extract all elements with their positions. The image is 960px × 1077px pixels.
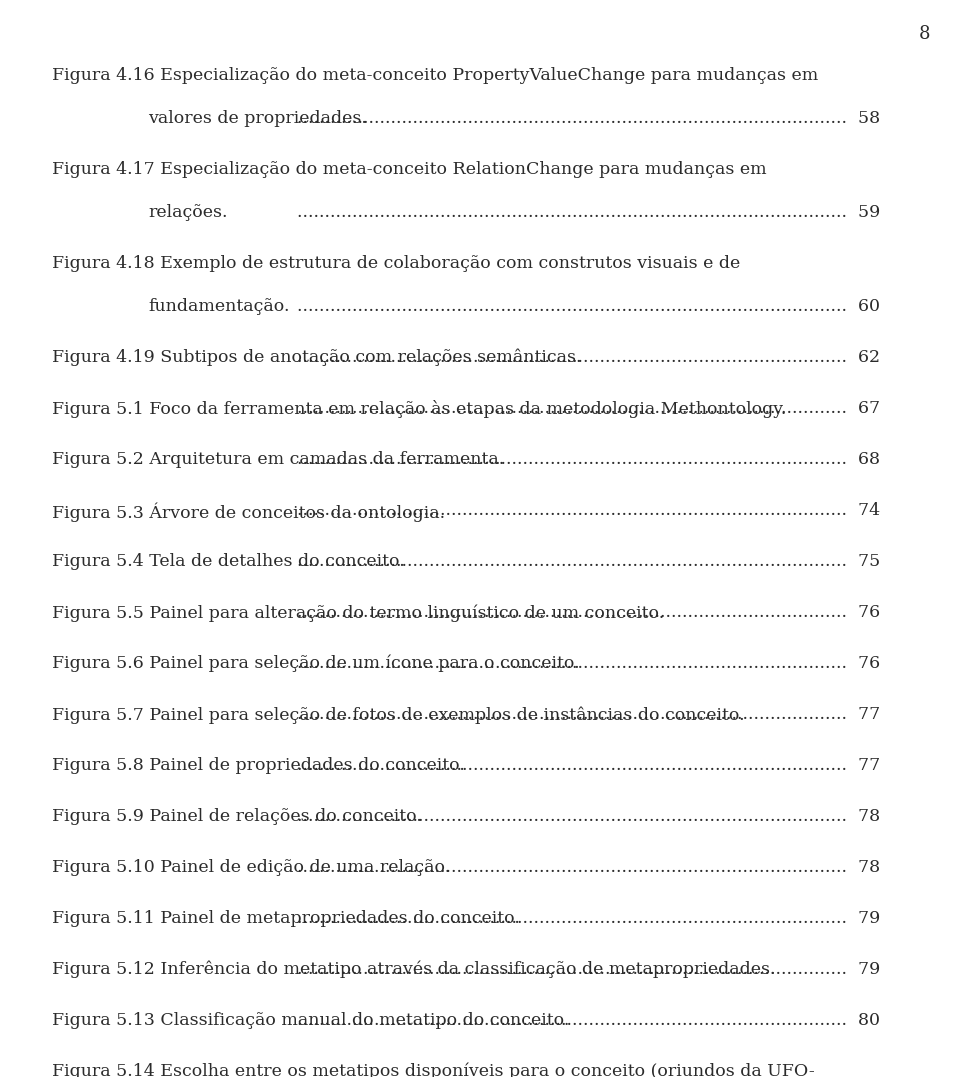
Text: ................................................................................: ........................................…: [297, 553, 880, 570]
Text: ................................................................................: ........................................…: [297, 808, 880, 825]
Text: ................................................................................: ........................................…: [297, 451, 880, 468]
Text: ................................................................................: ........................................…: [297, 204, 880, 221]
Text: fundamentação.: fundamentação.: [148, 298, 290, 314]
Text: valores de propriedades.: valores de propriedades.: [148, 110, 367, 127]
Text: Figura 5.7 Painel para seleção de fotos de exemplos de instâncias do conceito.: Figura 5.7 Painel para seleção de fotos …: [52, 707, 745, 724]
Text: Figura 4.18 Exemplo de estrutura de colaboração com construtos visuais e de: Figura 4.18 Exemplo de estrutura de cola…: [52, 255, 740, 272]
Text: Figura 5.1 Foco da ferramenta em relação às etapas da metodologia Methontology.: Figura 5.1 Foco da ferramenta em relação…: [52, 400, 786, 418]
Text: ................................................................................: ........................................…: [297, 298, 880, 314]
Text: Figura 5.5 Painel para alteração do termo linguístico de um conceito.: Figura 5.5 Painel para alteração do term…: [52, 604, 664, 621]
Text: relações.: relações.: [148, 204, 228, 221]
Text: Figura 5.2 Arquitetura em camadas da ferramenta.: Figura 5.2 Arquitetura em camadas da fer…: [52, 451, 504, 468]
Text: ................................................................................: ........................................…: [297, 502, 880, 519]
Text: ................................................................................: ........................................…: [297, 400, 880, 417]
Text: Figura 5.6 Painel para seleção de um ícone para o conceito.: Figura 5.6 Painel para seleção de um íco…: [52, 655, 580, 672]
Text: ................................................................................: ........................................…: [297, 961, 880, 978]
Text: 8: 8: [919, 25, 930, 43]
Text: ................................................................................: ........................................…: [297, 110, 880, 127]
Text: Figura 4.19 Subtipos de anotação com relações semânticas.: Figura 4.19 Subtipos de anotação com rel…: [52, 349, 582, 366]
Text: ................................................................................: ........................................…: [297, 910, 880, 927]
Text: Figura 5.13 Classificação manual do metatipo do conceito.: Figura 5.13 Classificação manual do meta…: [52, 1012, 569, 1029]
Text: Figura 5.4 Tela de detalhes do conceito.: Figura 5.4 Tela de detalhes do conceito.: [52, 553, 405, 570]
Text: ................................................................................: ........................................…: [297, 859, 880, 876]
Text: ................................................................................: ........................................…: [297, 757, 880, 774]
Text: Figura 4.17 Especialização do meta-conceito RelationChange para mudanças em: Figura 4.17 Especialização do meta-conce…: [52, 160, 767, 178]
Text: Figura 5.10 Painel de edição de uma relação.: Figura 5.10 Painel de edição de uma rela…: [52, 859, 450, 876]
Text: Figura 5.8 Painel de propriedades do conceito.: Figura 5.8 Painel de propriedades do con…: [52, 757, 465, 774]
Text: ................................................................................: ........................................…: [297, 604, 880, 621]
Text: Figura 5.14 Escolha entre os metatipos disponíveis para o conceito (oriundos da : Figura 5.14 Escolha entre os metatipos d…: [52, 1063, 815, 1077]
Text: Figura 4.16 Especialização do meta-conceito PropertyValueChange para mudanças em: Figura 4.16 Especialização do meta-conce…: [52, 67, 818, 84]
Text: Figura 5.12 Inferência do metatipo através da classificação de metapropriedades.: Figura 5.12 Inferência do metatipo atrav…: [52, 961, 776, 979]
Text: ................................................................................: ........................................…: [297, 707, 880, 723]
Text: ................................................................................: ........................................…: [297, 655, 880, 672]
Text: Figura 5.3 Árvore de conceitos da ontologia.: Figura 5.3 Árvore de conceitos da ontolo…: [52, 502, 445, 521]
Text: ................................................................................: ........................................…: [297, 349, 880, 366]
Text: ................................................................................: ........................................…: [297, 1012, 880, 1029]
Text: Figura 5.11 Painel de metapropriedades do conceito.: Figura 5.11 Painel de metapropriedades d…: [52, 910, 520, 927]
Text: Figura 5.9 Painel de relações do conceito.: Figura 5.9 Painel de relações do conceit…: [52, 808, 421, 825]
